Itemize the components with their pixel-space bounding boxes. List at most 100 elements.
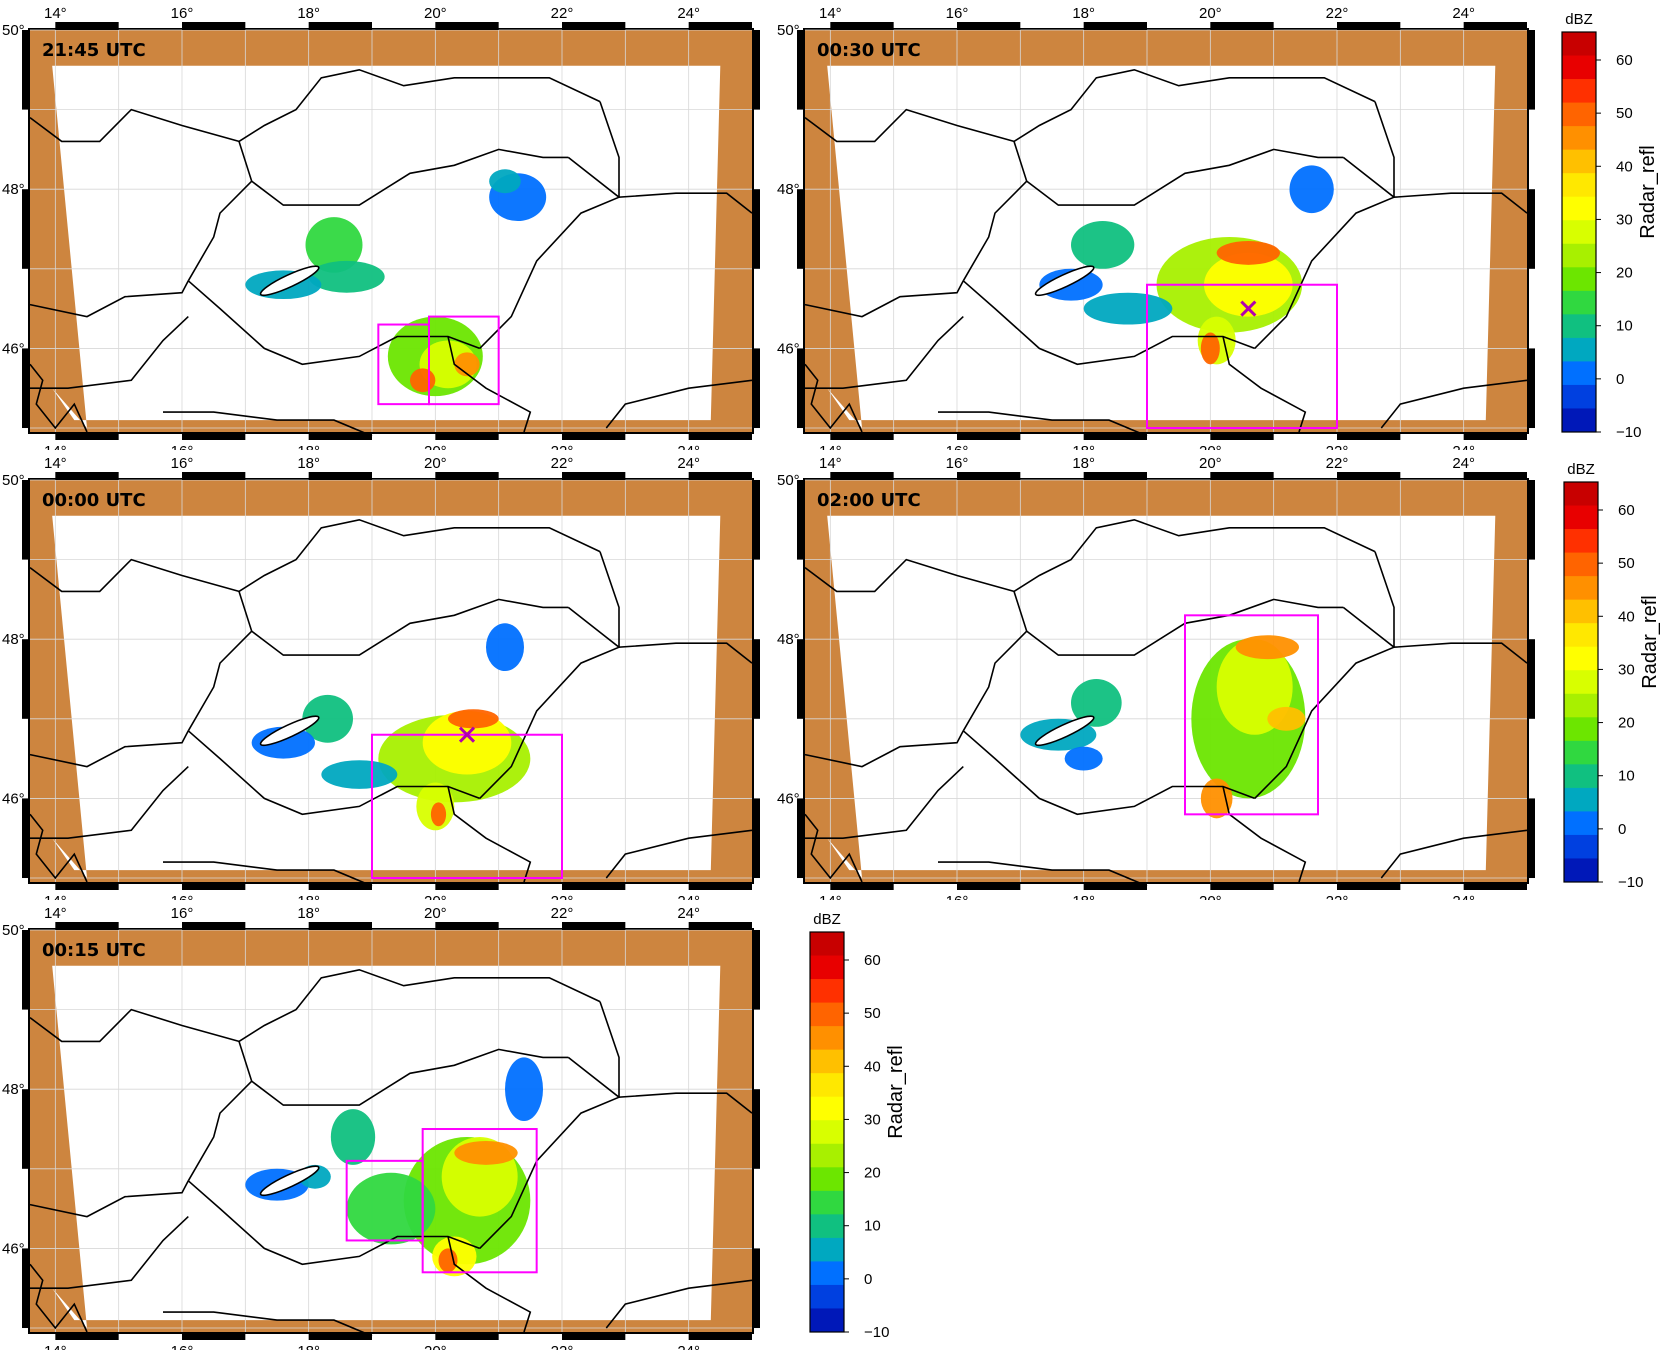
lon-tick-bottom: 14° — [44, 893, 67, 900]
colorbar-tick: 60 — [864, 952, 881, 969]
map-svg-1: 14°14°16°16°18°18°20°20°22°22°24°24°50°5… — [2, 5, 760, 450]
colorbar-tick: 40 — [1616, 158, 1633, 175]
colorbar-swatch — [1564, 834, 1598, 859]
colorbar-swatch — [1564, 670, 1598, 695]
colorbar-tick: 0 — [1618, 821, 1626, 838]
lon-tick-bottom: 22° — [551, 1343, 574, 1350]
colorbar-tick: 60 — [1618, 502, 1635, 519]
country-borders — [804, 68, 1528, 437]
colorbar-swatch — [1562, 337, 1596, 362]
map-panel-4: 14°14°16°16°18°18°20°20°22°22°24°24°50°5… — [775, 450, 1535, 900]
lat-tick-left: 50° — [777, 22, 800, 39]
colorbar-swatch — [810, 1143, 844, 1168]
lat-tick-left: 48° — [2, 1081, 25, 1098]
colorbar-swatch — [810, 1073, 844, 1098]
reflectivity-cell — [1071, 221, 1135, 269]
lon-tick-bottom: 18° — [297, 1343, 320, 1350]
lon-tick-bottom: 22° — [1326, 893, 1349, 900]
lon-tick-bottom: 18° — [1072, 893, 1095, 900]
lat-tick-left: 48° — [2, 631, 25, 648]
colorbar-swatch — [1562, 173, 1596, 198]
lon-tick-top: 14° — [44, 455, 67, 472]
lat-tick-left: 48° — [777, 181, 800, 198]
colorbar-tick: 0 — [864, 1271, 872, 1288]
lon-tick-bottom: 20° — [424, 1343, 447, 1350]
lat-tick-left: 46° — [2, 1240, 25, 1257]
colorbar-tick: 50 — [1616, 105, 1633, 122]
map-svg-2: 14°14°16°16°18°18°20°20°22°22°24°24°50°5… — [777, 5, 1535, 450]
storm-marker-icon — [458, 726, 476, 743]
lat-tick-left: 48° — [777, 631, 800, 648]
lon-tick-top: 20° — [424, 905, 447, 922]
colorbar-unit: dBZ — [1565, 11, 1593, 28]
lon-tick-top: 24° — [1452, 5, 1475, 22]
colorbar-swatch — [810, 1002, 844, 1027]
frame-ticks — [797, 472, 1535, 890]
colorbar-swatch — [810, 932, 844, 957]
lon-tick-top: 14° — [44, 905, 67, 922]
reflectivity-cell — [330, 1109, 376, 1165]
lat-tick-left: 46° — [2, 790, 25, 807]
lon-tick-bottom: 22° — [1326, 443, 1349, 450]
panel-time-label: 21:45 UTC — [42, 40, 146, 61]
colorbar-swatch — [810, 1026, 844, 1051]
lake-balaton — [259, 265, 320, 297]
reflectivity-cell — [321, 760, 398, 789]
colorbar-swatch — [810, 1308, 844, 1333]
model-domain-inner — [67, 522, 717, 865]
map-panel-1: 14°14°16°16°18°18°20°20°22°22°24°24°50°5… — [0, 0, 760, 450]
colorbar-swatch — [1564, 529, 1598, 554]
lon-tick-top: 24° — [677, 905, 700, 922]
reflectivity-field — [1020, 635, 1306, 819]
colorbar-swatch — [1562, 243, 1596, 268]
colorbar-tick: 60 — [1616, 52, 1633, 69]
map-svg-3: 14°14°16°16°18°18°20°20°22°22°24°24°50°5… — [2, 455, 760, 900]
reflectivity-cell — [305, 217, 363, 273]
lat-tick-left: 48° — [2, 181, 25, 198]
lake-balaton — [259, 715, 320, 747]
colorbar-swatch — [1564, 623, 1598, 648]
colorbar-svg-2: dBZ 60 50 40 30 20 10 0 −10 Radar_refl — [1563, 461, 1661, 891]
colorbar-swatch — [1562, 408, 1596, 433]
lon-tick-bottom: 16° — [946, 893, 969, 900]
colorbar-swatch — [1564, 505, 1598, 530]
colorbar-swatch — [810, 1284, 844, 1309]
analysis-box — [428, 315, 500, 406]
colorbar-outline — [1561, 31, 1597, 433]
colorbar-swatch — [1564, 599, 1598, 624]
colorbar-swatch — [1562, 149, 1596, 174]
colorbar-outline — [809, 931, 845, 1333]
lon-tick-bottom: 24° — [677, 893, 700, 900]
lon-tick-top: 18° — [297, 5, 320, 22]
reflectivity-cell — [1064, 746, 1103, 771]
colorbar-swatch — [1562, 384, 1596, 409]
reflectivity-cell — [454, 352, 480, 377]
colorbar-swatch — [1562, 55, 1596, 80]
lon-tick-bottom: 24° — [677, 1343, 700, 1350]
lon-tick-top: 14° — [44, 5, 67, 22]
colorbar-swatch — [1562, 290, 1596, 315]
lon-tick-top: 20° — [424, 455, 447, 472]
reflectivity-cell — [489, 169, 521, 194]
lon-tick-top: 22° — [551, 905, 574, 922]
panel-time-label: 00:00 UTC — [42, 490, 146, 511]
frame-ticks — [22, 472, 760, 890]
colorbar-outline — [1563, 481, 1599, 883]
colorbar-swatch — [1562, 220, 1596, 245]
colorbar-swatch — [810, 1096, 844, 1121]
reflectivity-cell — [430, 802, 447, 827]
colorbar-swatch — [1562, 126, 1596, 151]
reflectivity-cell — [1267, 706, 1306, 731]
graticule — [805, 29, 1527, 432]
lon-tick-bottom: 18° — [297, 893, 320, 900]
reflectivity-cell — [1200, 778, 1233, 819]
frame-ticks — [22, 922, 760, 1340]
panel-time-label: 02:00 UTC — [817, 490, 921, 511]
lon-tick-top: 20° — [1199, 5, 1222, 22]
lon-tick-top: 18° — [297, 455, 320, 472]
lon-tick-top: 18° — [1072, 455, 1095, 472]
lon-tick-bottom: 22° — [551, 893, 574, 900]
colorbar-swatch — [1564, 552, 1598, 577]
reflectivity-cell — [410, 368, 436, 393]
colorbar-swatch — [810, 1167, 844, 1192]
